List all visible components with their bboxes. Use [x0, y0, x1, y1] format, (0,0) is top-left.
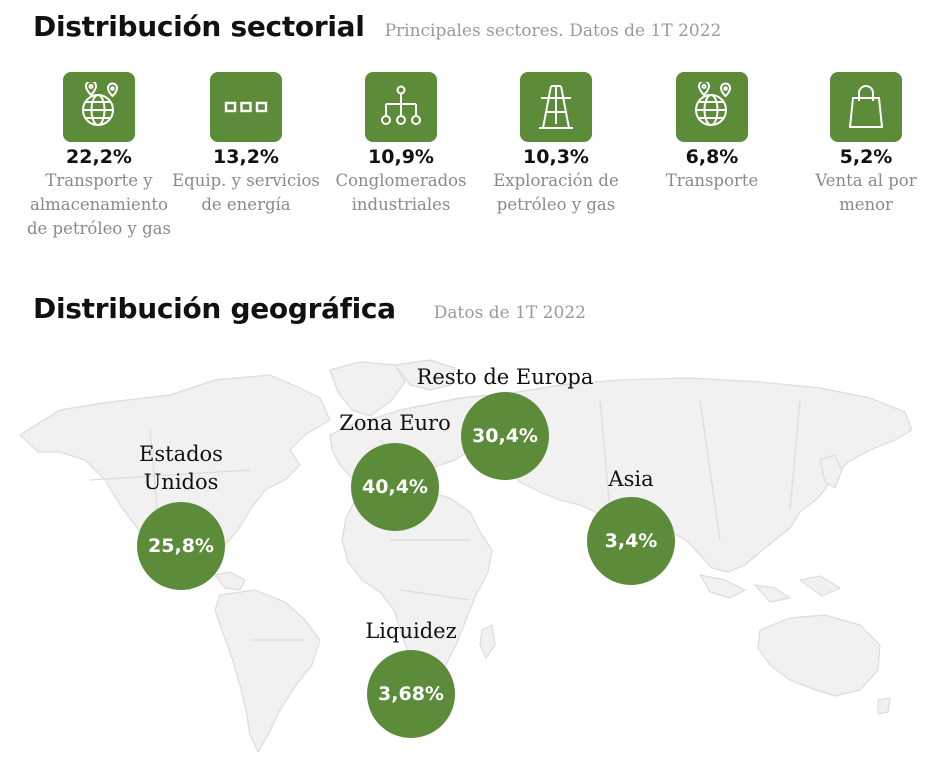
region-liquidez: Liquidez 3,68%: [341, 617, 481, 738]
region-value: 40,4%: [362, 476, 428, 498]
sector-distribution-header: Distribución sectorial Principales secto…: [33, 10, 721, 43]
globe-pin-icon: [676, 72, 748, 142]
sector-item: 10,3% Exploración de petróleo y gas: [476, 72, 636, 217]
shopping-bag-icon: [830, 72, 902, 142]
sector-item: 22,2% Transporte y almacenamiento de pet…: [19, 72, 179, 241]
region-label: Estados: [139, 442, 223, 466]
sector-label: Equip. y servicios de energía: [172, 171, 320, 214]
sector-percent: 5,2%: [839, 146, 893, 168]
region-label: Asia: [608, 467, 654, 491]
sector-distribution-subtitle: Principales sectores. Datos de 1T 2022: [384, 21, 722, 41]
region-bubble: 3,4%: [587, 497, 675, 585]
sector-percent: 10,3%: [523, 146, 589, 168]
sector-label: Transporte y almacenamiento de petróleo …: [26, 171, 171, 238]
region-asia: Asia 3,4%: [561, 465, 701, 585]
sector-label: Exploración de petróleo y gas: [493, 171, 619, 214]
oil-derrick-icon: [520, 72, 592, 142]
region-label: Unidos: [143, 470, 219, 494]
region-value: 30,4%: [472, 425, 538, 447]
sector-label: Transporte: [665, 171, 759, 190]
region-value: 3,4%: [604, 530, 658, 552]
region-bubble: 25,8%: [137, 502, 225, 590]
geographic-distribution-header: Distribución geográfica Datos de 1T 2022: [33, 292, 586, 325]
sector-distribution-title: Distribución sectorial: [33, 10, 365, 43]
hierarchy-icon: [365, 72, 437, 142]
sector-percent: 10,9%: [368, 146, 434, 168]
geographic-distribution-subtitle: Datos de 1T 2022: [433, 303, 586, 323]
sector-percent: 13,2%: [213, 146, 279, 168]
three-squares-icon: [210, 72, 282, 142]
region-value: 25,8%: [148, 535, 214, 557]
geographic-distribution-title: Distribución geográfica: [33, 292, 396, 325]
region-estados-unidos: Estados Unidos 25,8%: [111, 440, 251, 590]
region-value: 3,68%: [378, 683, 444, 705]
region-resto-de-europa: Resto de Europa 30,4%: [405, 363, 605, 480]
sector-item: 13,2% Equip. y servicios de energía: [166, 72, 326, 217]
sector-percent: 6,8%: [685, 146, 739, 168]
sector-item: 5,2% Venta al por menor: [786, 72, 934, 217]
sector-item: 10,9% Conglomerados industriales: [321, 72, 481, 217]
region-label: Resto de Europa: [416, 365, 594, 389]
sector-label: Venta al por menor: [815, 171, 917, 214]
region-bubble: 3,68%: [367, 650, 455, 738]
globe-pin-icon: [63, 72, 135, 142]
sector-item: 6,8% Transporte: [632, 72, 792, 193]
region-zona-euro: Zona Euro 40,4%: [325, 409, 465, 531]
region-bubble: 40,4%: [351, 443, 439, 531]
region-label: Liquidez: [365, 619, 457, 643]
region-label: Zona Euro: [339, 411, 451, 435]
sector-percent: 22,2%: [66, 146, 132, 168]
region-bubble: 30,4%: [461, 392, 549, 480]
sector-label: Conglomerados industriales: [335, 171, 467, 214]
